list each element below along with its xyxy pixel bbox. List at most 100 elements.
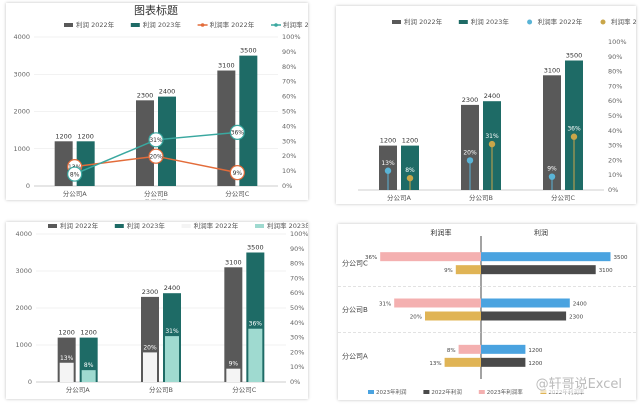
rate-bar: [425, 311, 481, 321]
y2-tick-label: 30%: [282, 137, 296, 145]
rate-bar: [380, 252, 481, 262]
profit-bar: [481, 265, 596, 275]
legend-swatch: [274, 23, 278, 27]
bar-value-label: 1200: [77, 132, 94, 140]
y2-tick-label: 90%: [290, 245, 304, 253]
rate-label: 31%: [149, 137, 163, 144]
bar: [239, 55, 258, 186]
category-label: 分公司C: [225, 189, 250, 198]
legend-swatch: [48, 224, 57, 228]
y2-tick-label: 70%: [608, 82, 622, 90]
rate-bar-label: 13%: [429, 361, 441, 367]
rate-label: 20%: [143, 344, 157, 351]
rate-marker: [229, 164, 245, 181]
right-header: 利润: [534, 228, 548, 237]
legend-swatch: [478, 390, 485, 394]
bar-value-label: 2400: [484, 92, 501, 100]
legend-label: 利润率 2022年: [210, 20, 255, 29]
y2-tick-label: 100%: [282, 33, 301, 41]
category-label: 分公司A: [63, 189, 88, 198]
rate-label: 36%: [231, 130, 245, 137]
rate-bar: [394, 298, 481, 308]
profit-bar-label: 1200: [528, 361, 542, 367]
lollipop-dot: [548, 173, 556, 180]
bar-value-label: 2300: [142, 288, 159, 296]
legend-label: 利润 2022年: [404, 17, 443, 26]
inner-rate-bar: [143, 352, 157, 382]
bar-value-label: 2400: [164, 284, 181, 292]
legend-label: 利润 2023年: [127, 222, 166, 230]
inner-rate-bar: [81, 370, 96, 382]
chart-title: 图表标题: [134, 3, 178, 17]
y2-tick-label: 40%: [290, 319, 304, 327]
legend-label: 利润率 2023年: [283, 20, 308, 29]
lollipop-dot: [488, 140, 496, 148]
legend-swatch: [200, 23, 205, 27]
y-tick-label: 2000: [15, 304, 32, 312]
rate-marker: [67, 166, 83, 182]
rate-marker: [148, 148, 164, 164]
rate-label: 9%: [229, 361, 239, 368]
bar-value-label: 2300: [137, 91, 154, 99]
category-label: 分公司C: [342, 259, 368, 268]
rate-label: 20%: [149, 154, 163, 161]
bar: [565, 60, 583, 190]
bar-value-label: 3500: [240, 47, 257, 55]
y-tick-label: 0: [28, 378, 32, 386]
watermark-text: @轩哥说Excel: [531, 372, 626, 393]
legend-label: 2022年利润: [431, 388, 462, 396]
legend-label: 利润 2022年: [76, 20, 115, 29]
y2-tick-label: 80%: [290, 260, 304, 268]
y2-tick-label: 40%: [608, 127, 622, 135]
inner-rate-bar: [165, 336, 179, 382]
lollipop-chart: 利润 2022年 利润 2023年 利润率 2022年 利润率 2023年 0% 10% 2…: [358, 17, 636, 202]
y-tick-label: 0: [26, 182, 30, 190]
category-label: 分公司B: [144, 189, 168, 198]
rate-bar: [458, 344, 481, 354]
y2-tick-label: 70%: [282, 78, 296, 86]
profit-bar-label: 3500: [614, 255, 628, 261]
y2-tick-label: 90%: [282, 48, 296, 56]
rate-label: 8%: [70, 171, 80, 178]
bar-value-label: 1200: [55, 132, 72, 140]
profit-bar-label: 2300: [569, 315, 583, 321]
y2-tick-label: 30%: [608, 142, 622, 150]
profit-bar-label: 3100: [599, 268, 613, 274]
rate-label: 36%: [567, 126, 581, 133]
y2-tick-label: 20%: [282, 152, 296, 160]
legend-swatch: [423, 390, 430, 394]
y-tick-label: 3000: [15, 267, 32, 275]
profit-bar: [481, 344, 526, 354]
chart-panel-butterfly: 利润率 利润 分公司A 8% 13% 1200 1200 分公司B 31% 20% 2400 2300…: [338, 224, 636, 400]
y2-tick-label: 100%: [290, 230, 308, 238]
y2-tick-label: 40%: [282, 122, 296, 130]
lollipop-dot: [466, 157, 474, 164]
rate-label: 13%: [60, 355, 74, 362]
rate-bar-label: 8%: [447, 348, 456, 354]
legend-label: 利润 2022年: [60, 222, 99, 230]
legend-label: 利润 2023年: [143, 20, 182, 29]
y2-tick-label: 20%: [290, 348, 304, 356]
y2-tick-label: 90%: [608, 53, 622, 61]
y2-tick-label: 80%: [608, 68, 622, 76]
legend-label: 利润率 2023年: [611, 17, 636, 26]
bar-value-label: 1200: [402, 137, 419, 145]
y2-tick-label: 60%: [608, 97, 622, 105]
y2-tick-label: 50%: [282, 108, 296, 116]
inner-rate-bar: [248, 328, 263, 382]
legend-label: 利润率 2022年: [194, 222, 239, 230]
bar: [401, 145, 419, 190]
rate-marker: [229, 124, 245, 140]
rate-bar-label: 31%: [379, 302, 391, 308]
legend-swatch: [600, 19, 606, 25]
y2-tick-label: 60%: [282, 93, 296, 101]
bar: [461, 104, 479, 190]
rate-label: 8%: [84, 362, 94, 369]
category-label: 分公司A: [66, 385, 91, 394]
y2-tick-label: 50%: [290, 304, 304, 312]
category-label: 分公司B: [149, 385, 173, 394]
y2-tick-label: 100%: [608, 38, 627, 46]
category-label: 分公司A: [387, 193, 412, 202]
y-tick-label: 3000: [13, 70, 30, 78]
